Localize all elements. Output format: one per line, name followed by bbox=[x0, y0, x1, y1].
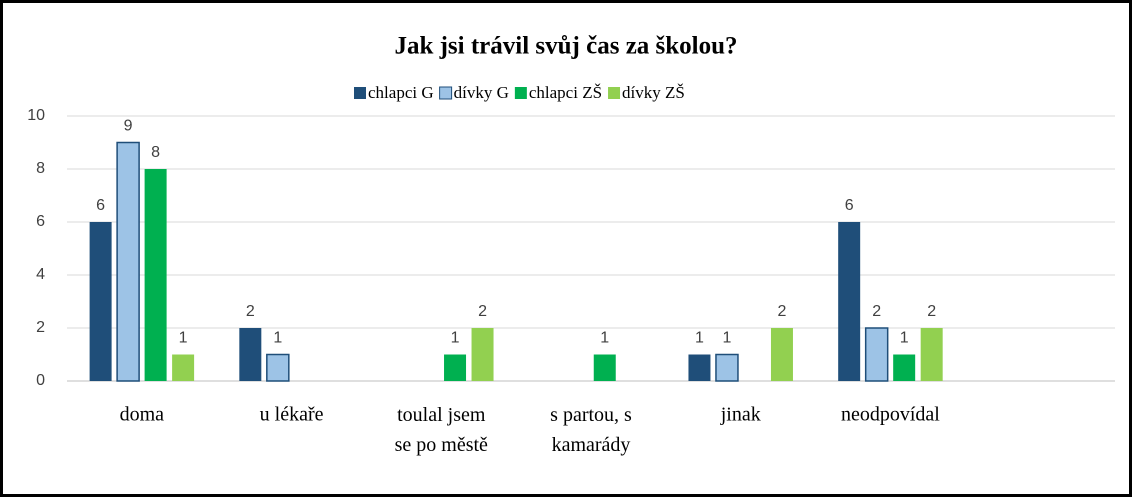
data-label: 6 bbox=[845, 197, 854, 214]
bar bbox=[144, 169, 167, 381]
bar bbox=[770, 328, 793, 381]
data-label: 1 bbox=[900, 330, 909, 347]
bar bbox=[172, 354, 195, 381]
y-tick-label: 10 bbox=[27, 107, 45, 124]
bar bbox=[239, 328, 262, 381]
y-tick-label: 6 bbox=[36, 213, 45, 230]
data-label: 2 bbox=[478, 303, 487, 320]
legend-label: dívky ZŠ bbox=[622, 83, 685, 102]
bar bbox=[266, 353, 290, 382]
bar bbox=[116, 141, 140, 382]
bar bbox=[864, 327, 889, 382]
legend-swatch bbox=[514, 87, 527, 99]
data-label: 1 bbox=[695, 330, 704, 347]
x-tick-label: doma bbox=[120, 404, 165, 426]
legend-swatch bbox=[354, 87, 366, 99]
y-tick-label: 0 bbox=[36, 372, 45, 389]
data-label: 1 bbox=[600, 330, 609, 347]
data-label: 2 bbox=[927, 303, 936, 320]
bar bbox=[593, 354, 616, 381]
data-label: 1 bbox=[451, 330, 460, 347]
legend-label: chlapci G bbox=[368, 83, 434, 102]
y-tick-label: 2 bbox=[36, 319, 45, 336]
legend: chlapci G dívky G chlapci ZŠ dívky ZŠ bbox=[354, 83, 685, 102]
data-label: 1 bbox=[179, 330, 188, 347]
data-label: 1 bbox=[273, 330, 282, 347]
x-tick-label: neodpovídal bbox=[841, 404, 940, 426]
x-tick-label: s partou, s kamarády bbox=[550, 404, 632, 456]
bar bbox=[715, 353, 739, 382]
data-label: 1 bbox=[723, 330, 732, 347]
legend-label: chlapci ZŠ bbox=[529, 83, 602, 102]
bar bbox=[471, 328, 494, 381]
legend-swatch bbox=[608, 87, 621, 99]
bar bbox=[838, 222, 861, 381]
data-label: 2 bbox=[246, 303, 255, 320]
bar bbox=[920, 328, 943, 381]
data-label: 6 bbox=[96, 197, 105, 214]
bar bbox=[89, 222, 112, 381]
legend-swatch bbox=[439, 86, 453, 100]
data-label: 8 bbox=[151, 144, 160, 161]
y-tick-label: 8 bbox=[36, 160, 45, 177]
data-label: 2 bbox=[778, 303, 787, 320]
bar bbox=[893, 354, 916, 381]
bar bbox=[444, 354, 467, 381]
data-label: 2 bbox=[872, 303, 881, 320]
y-tick-label: 4 bbox=[36, 266, 45, 283]
bar bbox=[688, 354, 711, 381]
x-tick-label: u lékaře bbox=[260, 404, 324, 426]
chart-title: Jak jsi trávil svůj čas za školou? bbox=[394, 33, 737, 60]
data-label: 9 bbox=[124, 118, 133, 135]
x-tick-label: jinak bbox=[720, 404, 761, 426]
x-tick-label: toulal jsem se po městě bbox=[395, 404, 488, 456]
legend-label: dívky G bbox=[454, 83, 509, 102]
